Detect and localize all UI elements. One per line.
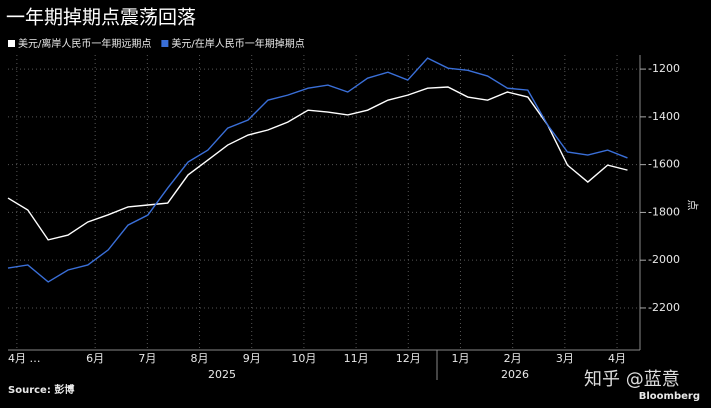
x-tick-label: 2月 — [504, 352, 522, 365]
y-tick-label: -1400 — [648, 110, 680, 123]
legend-label: 美元/离岸人民币一年期远期点 — [18, 37, 151, 50]
x-tick-label: 10月 — [291, 352, 316, 365]
x-tick-label: 12月 — [396, 352, 421, 365]
y-tick-label: -1600 — [648, 158, 680, 171]
y-tick-label: -1800 — [648, 205, 680, 218]
x-tick-label: 8月 — [191, 352, 209, 365]
x-tick-label: 4月 — [608, 352, 626, 365]
line-series — [7, 57, 628, 283]
x-tick-label: 9月 — [243, 352, 261, 365]
x-tick-label: 4月 … — [8, 352, 41, 365]
y-tick-label: -1200 — [648, 62, 680, 75]
source: Source: 彭博 — [8, 383, 74, 396]
legend-swatch — [8, 40, 15, 47]
legend-label: 美元/在岸人民币一年期掉期点 — [171, 37, 304, 50]
watermark: 知乎 @蓝意 — [584, 369, 680, 390]
brand: Bloomberg — [639, 391, 700, 402]
year-label: 2025 — [208, 368, 236, 381]
x-tick-label: 6月 — [86, 352, 104, 365]
y-tick-label: -2000 — [648, 253, 680, 266]
legend-swatch — [161, 40, 169, 47]
y-axis-label: 点 — [686, 200, 699, 211]
x-tick-label: 1月 — [451, 352, 469, 365]
chart-title: 一年期掉期点震荡回落 — [6, 7, 196, 29]
y-tick-label: -2200 — [648, 301, 680, 314]
x-tick-label: 7月 — [138, 352, 156, 365]
x-tick-label: 11月 — [344, 352, 369, 365]
x-tick-label: 3月 — [556, 352, 574, 365]
year-label: 2026 — [501, 368, 529, 381]
line-series — [7, 86, 628, 241]
